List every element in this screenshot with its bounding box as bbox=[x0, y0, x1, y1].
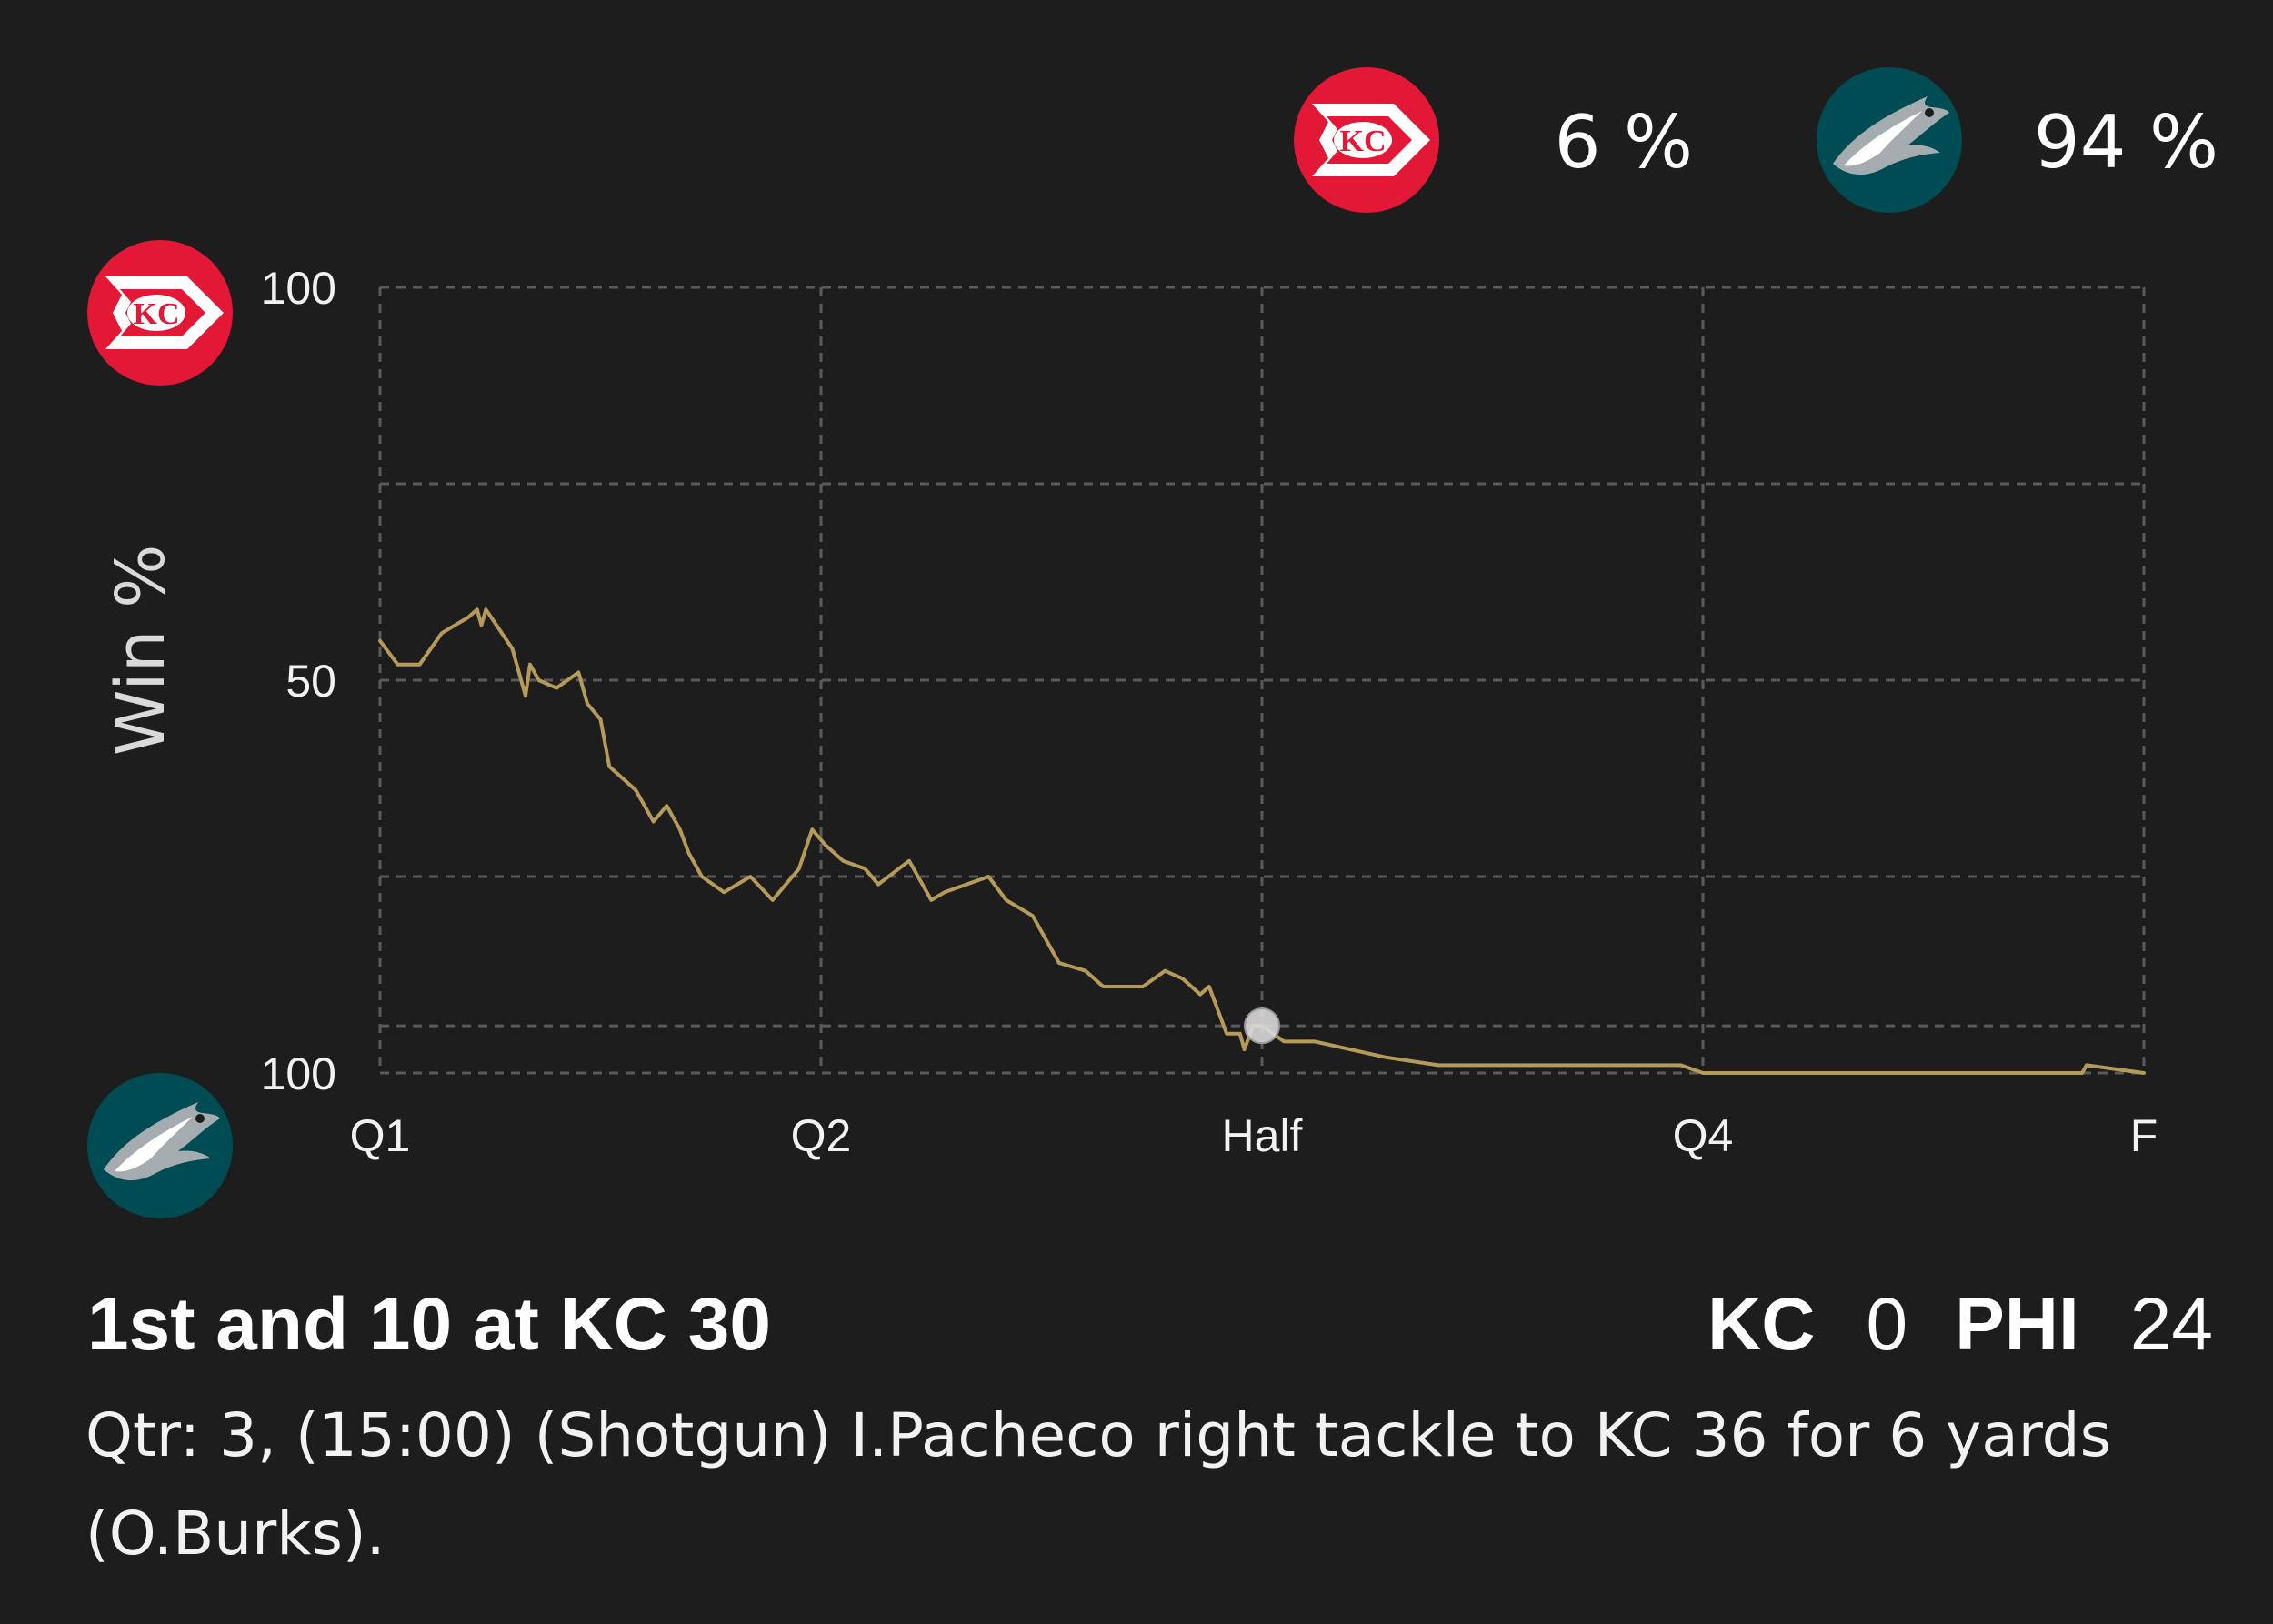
x-tick-label-2: Half bbox=[1222, 1110, 1303, 1161]
x-tick-label-3: Q4 bbox=[1673, 1110, 1734, 1161]
away-team-abbr: PHI bbox=[1955, 1283, 2079, 1366]
chart-tick-labels: 100 50 100 Q1 Q2 Half Q4 F bbox=[261, 263, 2158, 1161]
scoreboard: KC 0 PHI 24 bbox=[1707, 1282, 2213, 1368]
x-tick-label-1: Q2 bbox=[791, 1110, 852, 1161]
legend-phi-percent: 94 % bbox=[2034, 100, 2218, 185]
legend-kc-logo-icon bbox=[1294, 67, 1439, 213]
home-team-score: 0 bbox=[1866, 1283, 1908, 1366]
legend-phi-logo-icon bbox=[1817, 67, 1962, 213]
down-and-distance: 1st and 10 at KC 30 bbox=[87, 1283, 771, 1366]
y-axis-top-kc-logo-icon bbox=[87, 240, 233, 386]
y-axis-title: Win % bbox=[102, 545, 180, 757]
away-team-score: 24 bbox=[2129, 1283, 2213, 1366]
play-description: Qtr: 3, (15:00) (Shotgun) I.Pacheco righ… bbox=[85, 1400, 2111, 1569]
x-tick-label-0: Q1 bbox=[350, 1110, 411, 1161]
x-tick-label-4: F bbox=[2130, 1110, 2158, 1161]
win-probability-line-0 bbox=[378, 607, 2146, 1075]
current-play-marker bbox=[1244, 1007, 1280, 1045]
chart-series bbox=[378, 607, 2146, 1075]
y-tick-label-2: 100 bbox=[261, 1048, 336, 1099]
chart-grid bbox=[378, 286, 2146, 1075]
y-tick-label-0: 100 bbox=[261, 263, 336, 314]
legend-kc-percent: 6 % bbox=[1555, 100, 1693, 185]
home-team-abbr: KC bbox=[1707, 1283, 1816, 1366]
y-tick-label-1: 50 bbox=[285, 656, 336, 707]
y-axis-bottom-phi-logo-icon bbox=[87, 1073, 233, 1218]
